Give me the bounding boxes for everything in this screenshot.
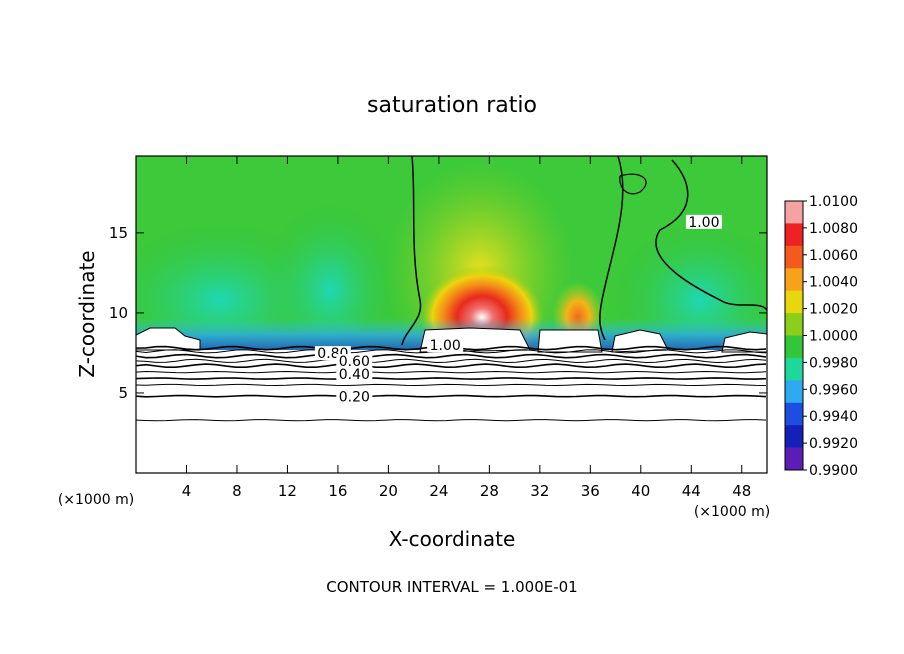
x-tick-label: 28	[480, 482, 499, 500]
contour-line	[136, 383, 767, 387]
colorbar-label: 1.0040	[809, 275, 858, 291]
cloud-patch-left	[136, 327, 201, 351]
contour-label: 0.40	[339, 367, 370, 383]
plot-frame	[135, 155, 768, 474]
colorbar-swatch	[785, 357, 803, 381]
contour-labels: 0.800.600.400.201.001.00	[314, 214, 722, 405]
contour-line	[136, 363, 767, 369]
colorbar-label: 1.0020	[809, 302, 858, 318]
colorbar-swatch	[785, 245, 803, 269]
contour-label-bg	[427, 338, 464, 353]
contour-label: 1.00	[430, 338, 461, 354]
y-tick-label: 5	[118, 384, 128, 402]
contour-line	[136, 353, 767, 359]
colorbar-swatch	[785, 223, 803, 247]
y-tick-label: 15	[109, 224, 128, 242]
contour-label-bg	[685, 214, 722, 229]
y-tick-label: 10	[109, 304, 128, 322]
colorbar-swatch	[785, 268, 803, 292]
x-tick-label: 40	[631, 482, 650, 500]
colorbar-label: 0.9980	[809, 355, 858, 371]
contour-label-bg	[336, 366, 373, 381]
colorbar-label: 0.9920	[809, 436, 858, 452]
cloud-patch-center-right	[537, 329, 603, 353]
y-axis-label: Z-coordinate	[75, 250, 99, 377]
colorbar-label: 0.9940	[809, 409, 858, 425]
x-tick-label: 44	[682, 482, 701, 500]
chart-title: saturation ratio	[367, 93, 537, 118]
field-lower	[136, 350, 767, 473]
x-tick-label: 48	[732, 482, 751, 500]
colorbar-label: 0.9900	[809, 463, 858, 479]
x-tick-label: 20	[379, 482, 398, 500]
contour-label-bg	[336, 354, 373, 369]
colorbar-swatch	[785, 425, 803, 449]
y-axis-ticks: 5 10 15	[109, 224, 767, 402]
colorbar-swatch	[785, 402, 803, 426]
colorbar-swatch	[785, 290, 803, 314]
colorbar-label: 1.0080	[809, 221, 858, 237]
contour-1.00-left	[401, 156, 422, 346]
contour-label-bg	[336, 389, 373, 404]
contour-line	[136, 394, 767, 398]
plot-area: 0.800.600.400.201.001.00	[136, 156, 767, 473]
contour-line	[136, 377, 767, 380]
contour-label: 1.00	[688, 215, 719, 231]
contour-label: 0.20	[339, 389, 370, 405]
contour-label: 0.60	[339, 354, 370, 370]
x-tick-label: 16	[328, 482, 347, 500]
colorbar: 1.0100 1.0080 1.0060 1.0040 1.0020 1.0000 0.99…	[784, 194, 858, 479]
x-tick-label: 12	[278, 482, 297, 500]
contour-1.00-ring	[619, 173, 647, 195]
x-tick-label: 24	[429, 482, 448, 500]
contour-line	[136, 419, 767, 422]
contour-1.00-right	[655, 159, 767, 311]
x-tick-label: 4	[182, 482, 192, 500]
colorbar-label: 1.0060	[809, 248, 858, 264]
x-axis-ticks: 4 8 12 16 20 24 28 32 36 40 44 48	[182, 156, 751, 500]
colorbar-swatch	[785, 380, 803, 404]
colorbar-swatch	[785, 201, 803, 224]
x-tick-label: 36	[581, 482, 600, 500]
y-unit-label: (×1000 m)	[58, 492, 134, 508]
contour-interval-footer: CONTOUR INTERVAL = 1.000E-01	[326, 578, 577, 596]
contour-line	[136, 358, 767, 364]
colorbar-swatch	[785, 447, 803, 471]
contour-lines	[401, 156, 767, 346]
colorbar-swatch	[785, 335, 803, 359]
colorbar-label: 0.9960	[809, 382, 858, 398]
colorbar-label: 1.0100	[809, 194, 858, 210]
x-tick-label: 32	[530, 482, 549, 500]
x-axis-label: X-coordinate	[389, 527, 516, 551]
colorbar-label: 1.0000	[809, 329, 858, 345]
x-tick-label: 8	[232, 482, 242, 500]
contour-line	[136, 370, 767, 374]
colorbar-swatch	[785, 313, 803, 336]
x-unit-label: (×1000 m)	[694, 504, 770, 520]
